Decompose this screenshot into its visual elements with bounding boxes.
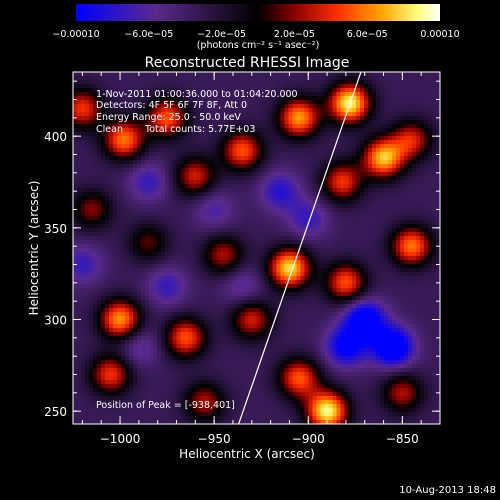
colorbar-label: (photons cm⁻² s⁻¹ asec⁻²) [197,40,320,51]
colorbar-tick-label: −0.00010 [52,29,99,40]
colorbar-ticks: −0.00010 −6.0e−05 −2.0e−05 2.0e−05 6.0e−05 0.… [52,29,459,40]
colorbar-tick-label: −2.0e−05 [197,29,246,40]
colorbar-tick-label: 2.0e−05 [274,29,315,40]
x-tick-label: −900 [292,432,325,446]
plot-axes: −1000 −950 −900 −850 250 300 350 400 [44,71,441,446]
y-tick-label: 350 [44,222,67,236]
y-tick-label: 300 [44,314,67,328]
annotation-text: Detectors: 4F 5F 6F 7F 8F, Att 0 [96,100,247,111]
colorbar-tick-label: 6.0e−05 [347,29,388,40]
colorbar-tick-label: −6.0e−05 [124,29,173,40]
colorbar-tick-label: 0.00010 [420,29,459,40]
x-axis-label: Heliocentric X (arcsec) [179,447,315,461]
x-tick-label: −1000 [100,432,141,446]
annotations: 1-Nov-2011 01:00:36.000 to 01:04:20.000D… [96,89,298,411]
y-tick-label: 400 [44,130,67,144]
y-axis-label: Heliocentric Y (arcsec) [27,181,41,316]
chart-title: Reconstructed RHESSI Image [145,55,350,71]
x-tick-label: −850 [386,432,419,446]
annotation-text: Energy Range: 25.0 - 50.0 keV [96,112,241,123]
annotation-text: Total counts: 5.77E+03 [144,124,255,135]
annotation-text: 1-Nov-2011 01:00:36.000 to 01:04:20.000 [96,89,298,100]
x-tick-label: −950 [198,432,231,446]
y-tick-label: 250 [44,405,67,419]
colorbar [76,4,440,21]
solar-limb-line [238,72,362,424]
heatmap [73,72,440,424]
timestamp: 10-Aug-2013 18:48 [399,485,496,496]
annotation-text: Clean [96,124,123,135]
annotation-text: Position of Peak = [-938,401] [96,400,235,411]
